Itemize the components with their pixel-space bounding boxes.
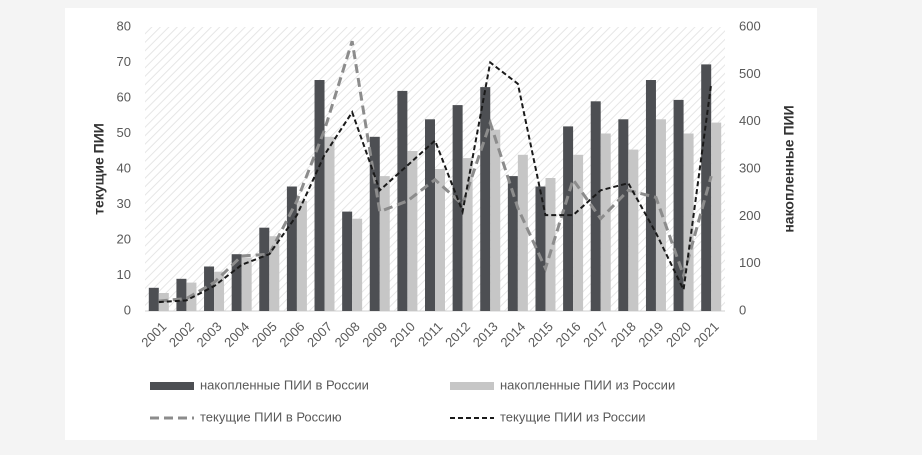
y-axis-label: текущие ПИИ <box>91 123 107 215</box>
bar <box>324 136 335 311</box>
bar <box>673 99 684 311</box>
y-tick-label: 0 <box>124 302 131 317</box>
bar <box>535 186 546 311</box>
bar <box>545 177 556 311</box>
bar <box>462 158 473 311</box>
bar <box>711 122 722 311</box>
legend-swatch <box>150 382 194 390</box>
bar <box>435 169 445 311</box>
bar <box>204 266 215 311</box>
bar <box>563 126 574 312</box>
bar <box>452 105 463 311</box>
bar <box>397 90 408 312</box>
legend-label: накопленные ПИИ в России <box>200 377 369 392</box>
bar <box>618 119 629 311</box>
line <box>158 40 713 303</box>
y-tick-label: 30 <box>117 196 131 211</box>
bar <box>379 176 390 311</box>
y2-tick-label: 100 <box>739 255 761 270</box>
y2-tick-label: 300 <box>739 160 761 175</box>
y-tick-label: 10 <box>117 267 131 282</box>
y2-tick-label: 200 <box>739 208 761 223</box>
legend-label: текущие ПИИ в Россию <box>200 409 342 424</box>
bar <box>286 186 297 311</box>
bar <box>241 257 252 311</box>
bar <box>480 87 491 311</box>
y2-tick-label: 500 <box>739 66 761 81</box>
y-tick-label: 40 <box>117 160 131 175</box>
legend-label: накопленные ПИИ из России <box>500 377 675 392</box>
bar <box>628 149 639 311</box>
y2-tick-label: 600 <box>739 18 761 33</box>
y-tick-label: 70 <box>117 54 131 69</box>
bar <box>214 271 225 311</box>
legend-swatch <box>450 382 494 390</box>
bar <box>352 218 363 311</box>
bar <box>176 278 187 311</box>
bar <box>296 200 307 311</box>
bar <box>231 254 242 311</box>
y-tick-label: 50 <box>117 125 131 140</box>
bar <box>573 154 584 311</box>
bar <box>701 64 712 311</box>
y2-tick-label: 400 <box>739 113 761 128</box>
bar <box>369 136 380 311</box>
bar <box>683 133 694 311</box>
legend-label: текущие ПИИ из России <box>500 409 646 424</box>
y-tick-label: 60 <box>117 89 131 104</box>
bar <box>590 101 601 312</box>
bar <box>425 119 435 311</box>
bar <box>507 176 518 311</box>
y-tick-label: 80 <box>117 18 131 33</box>
bar <box>259 227 270 311</box>
bar <box>600 133 611 311</box>
bar <box>269 236 280 311</box>
bar <box>645 80 656 311</box>
bar <box>517 154 528 311</box>
y2-axis-label: накопленные ПИИ <box>781 105 797 232</box>
y-tick-label: 20 <box>117 231 131 246</box>
bar <box>342 211 353 311</box>
y2-tick-label: 0 <box>739 302 746 317</box>
bar <box>407 151 418 311</box>
bar <box>314 80 325 311</box>
bar <box>148 287 159 311</box>
bar <box>490 129 501 311</box>
